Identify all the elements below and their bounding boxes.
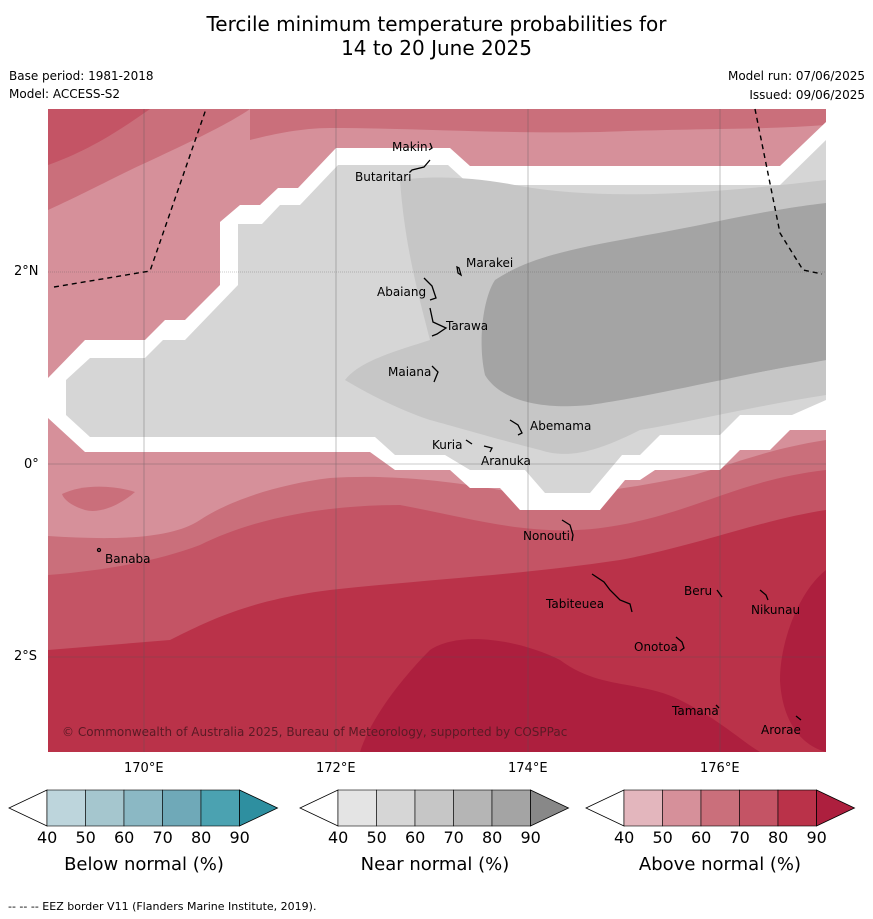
eez-border (53, 108, 823, 288)
island-label-tarawa: Tarawa (446, 319, 489, 333)
near-colorbar-tick: 40 (328, 828, 349, 847)
title-line-2: 14 to 20 June 2025 (341, 36, 532, 60)
below-colorbar-tick: 80 (191, 828, 212, 847)
below-colorbar-segment (123, 789, 163, 827)
island-label-maiana: Maiana (388, 365, 432, 379)
island-outlines (96, 142, 802, 721)
above-colorbar-segment (777, 789, 817, 827)
lon-label-176e: 176°E (700, 761, 740, 776)
near-colorbar-segment (414, 789, 454, 827)
probability-field (48, 109, 826, 752)
below-colorbar-high-extend (239, 789, 279, 827)
island-label-makin: Makin (392, 140, 428, 154)
island-label-nonouti: Nonouti (523, 529, 570, 543)
above-colorbar-segment (700, 789, 740, 827)
title-line-1: Tercile minimum temperature probabilitie… (206, 12, 667, 36)
near-colorbar-tick: 70 (443, 828, 464, 847)
copyright-note: © Commonwealth of Australia 2025, Bureau… (62, 725, 568, 739)
above-colorbar-segment (623, 789, 663, 827)
island-label-tamana: Tamana (672, 704, 719, 718)
below-colorbar-segment (200, 789, 240, 827)
island-label-nikunau: Nikunau (751, 603, 801, 617)
lon-label-170e: 170°E (124, 761, 164, 776)
lat-label-2n: 2°N (14, 264, 39, 279)
above-colorbar-segment (739, 789, 779, 827)
near-normal-label: Near normal (%) (360, 854, 510, 875)
graticule (48, 109, 826, 752)
eez-footnote: -- -- -- EEZ border V11 (Flanders Marine… (8, 900, 317, 913)
above-colorbar-tick: 80 (768, 828, 789, 847)
island-label-kuria: Kuria (432, 438, 463, 452)
below-colorbar-tick: 60 (114, 828, 135, 847)
below-normal-colorbar (8, 789, 279, 827)
colorbars (8, 789, 856, 827)
island-label-marakei: Marakei (466, 256, 514, 270)
below-normal-label: Below normal (%) (64, 854, 224, 875)
island-label-abaiang: Abaiang (377, 285, 427, 299)
below-colorbar-segment (162, 789, 202, 827)
above-colorbar-high-extend (816, 789, 856, 827)
near-colorbar-tick: 80 (482, 828, 503, 847)
near-colorbar-tick: 90 (520, 828, 541, 847)
island-label-arorae: Arorae (761, 723, 801, 737)
above-colorbar-tick: 90 (806, 828, 827, 847)
above-colorbar-tick: 40 (614, 828, 635, 847)
lat-label-0: 0° (24, 457, 39, 472)
island-label-abemama: Abemama (530, 419, 592, 433)
below-colorbar-tick: 70 (152, 828, 173, 847)
near-colorbar-low-extend (299, 789, 339, 827)
near-colorbar-segment (453, 789, 493, 827)
near-colorbar-segment (491, 789, 531, 827)
model-run: Model run: 07/06/2025 (727, 69, 865, 83)
base-period: Base period: 1981-2018 (9, 69, 154, 83)
below-colorbar-low-extend (8, 789, 48, 827)
near-colorbar-tick: 60 (405, 828, 426, 847)
near-colorbar-high-extend (530, 789, 570, 827)
above-colorbar-tick: 50 (652, 828, 673, 847)
near-colorbar-tick: 50 (366, 828, 387, 847)
model-name: Model: ACCESS-S2 (9, 87, 121, 101)
issued-date: Issued: 09/06/2025 (749, 88, 865, 102)
near-colorbar-segment (337, 789, 377, 827)
above-colorbar-segment (662, 789, 702, 827)
island-label-beru: Beru (684, 584, 713, 598)
map-title: Tercile minimum temperature probabilitie… (0, 12, 873, 60)
island-label-tabiteuea: Tabiteuea (546, 597, 605, 611)
below-colorbar-tick: 90 (229, 828, 250, 847)
above-colorbar-low-extend (585, 789, 625, 827)
lon-label-174e: 174°E (508, 761, 548, 776)
below-colorbar-tick: 50 (75, 828, 96, 847)
below-colorbar-tick: 40 (37, 828, 58, 847)
below-colorbar-segment (46, 789, 86, 827)
above-colorbar-tick: 60 (691, 828, 712, 847)
lon-label-172e: 172°E (316, 761, 356, 776)
island-label-onotoa: Onotoa (634, 640, 678, 654)
above-normal-colorbar (585, 789, 856, 827)
near-normal-colorbar (299, 789, 570, 827)
below-colorbar-segment (85, 789, 125, 827)
above-colorbar-tick: 70 (729, 828, 750, 847)
near-colorbar-segment (376, 789, 416, 827)
island-label-banaba: Banaba (105, 552, 151, 566)
lat-label-2s: 2°S (14, 649, 38, 664)
island-label-aranuka: Aranuka (481, 454, 531, 468)
island-label-butaritari: Butaritari (355, 170, 412, 184)
above-normal-label: Above normal (%) (638, 854, 802, 875)
